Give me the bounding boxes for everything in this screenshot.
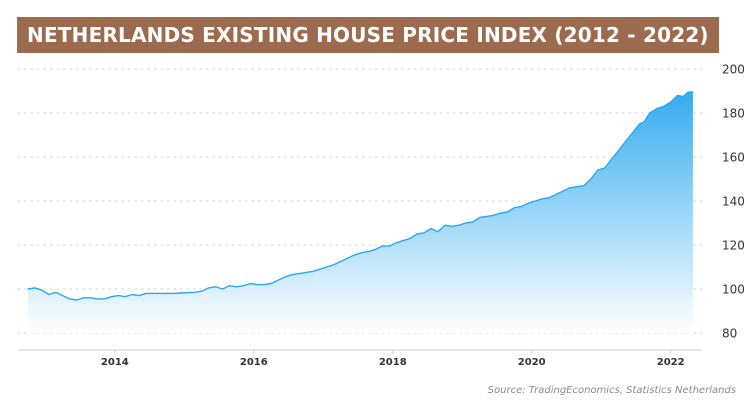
x-tick-label: 2016 <box>240 357 268 368</box>
source-note: Source: TradingEconomics, Statistics Net… <box>487 385 736 396</box>
x-tick-label: 2018 <box>379 357 407 368</box>
x-axis: 2014 2016 2018 2020 2022 <box>18 349 702 368</box>
x-tick-label: 2014 <box>101 357 129 368</box>
y-axis: 80 100 120 140 160 180 200 <box>722 63 745 341</box>
chart-title-text: NETHERLANDS EXISTING HOUSE PRICE INDEX (… <box>27 23 709 47</box>
chart-title: NETHERLANDS EXISTING HOUSE PRICE INDEX (… <box>17 17 719 53</box>
series-line <box>27 91 694 301</box>
series-area <box>28 92 693 333</box>
y-tick-label: 160 <box>722 151 745 165</box>
x-tick-label: 2022 <box>657 357 685 368</box>
plot-area <box>27 91 694 333</box>
x-tick-label: 2020 <box>518 357 546 368</box>
y-tick-label: 200 <box>722 63 745 77</box>
y-tick-label: 100 <box>722 283 745 297</box>
y-tick-label: 80 <box>722 327 737 341</box>
y-tick-label: 180 <box>722 107 745 121</box>
y-tick-label: 140 <box>722 195 745 209</box>
y-tick-label: 120 <box>722 239 745 253</box>
